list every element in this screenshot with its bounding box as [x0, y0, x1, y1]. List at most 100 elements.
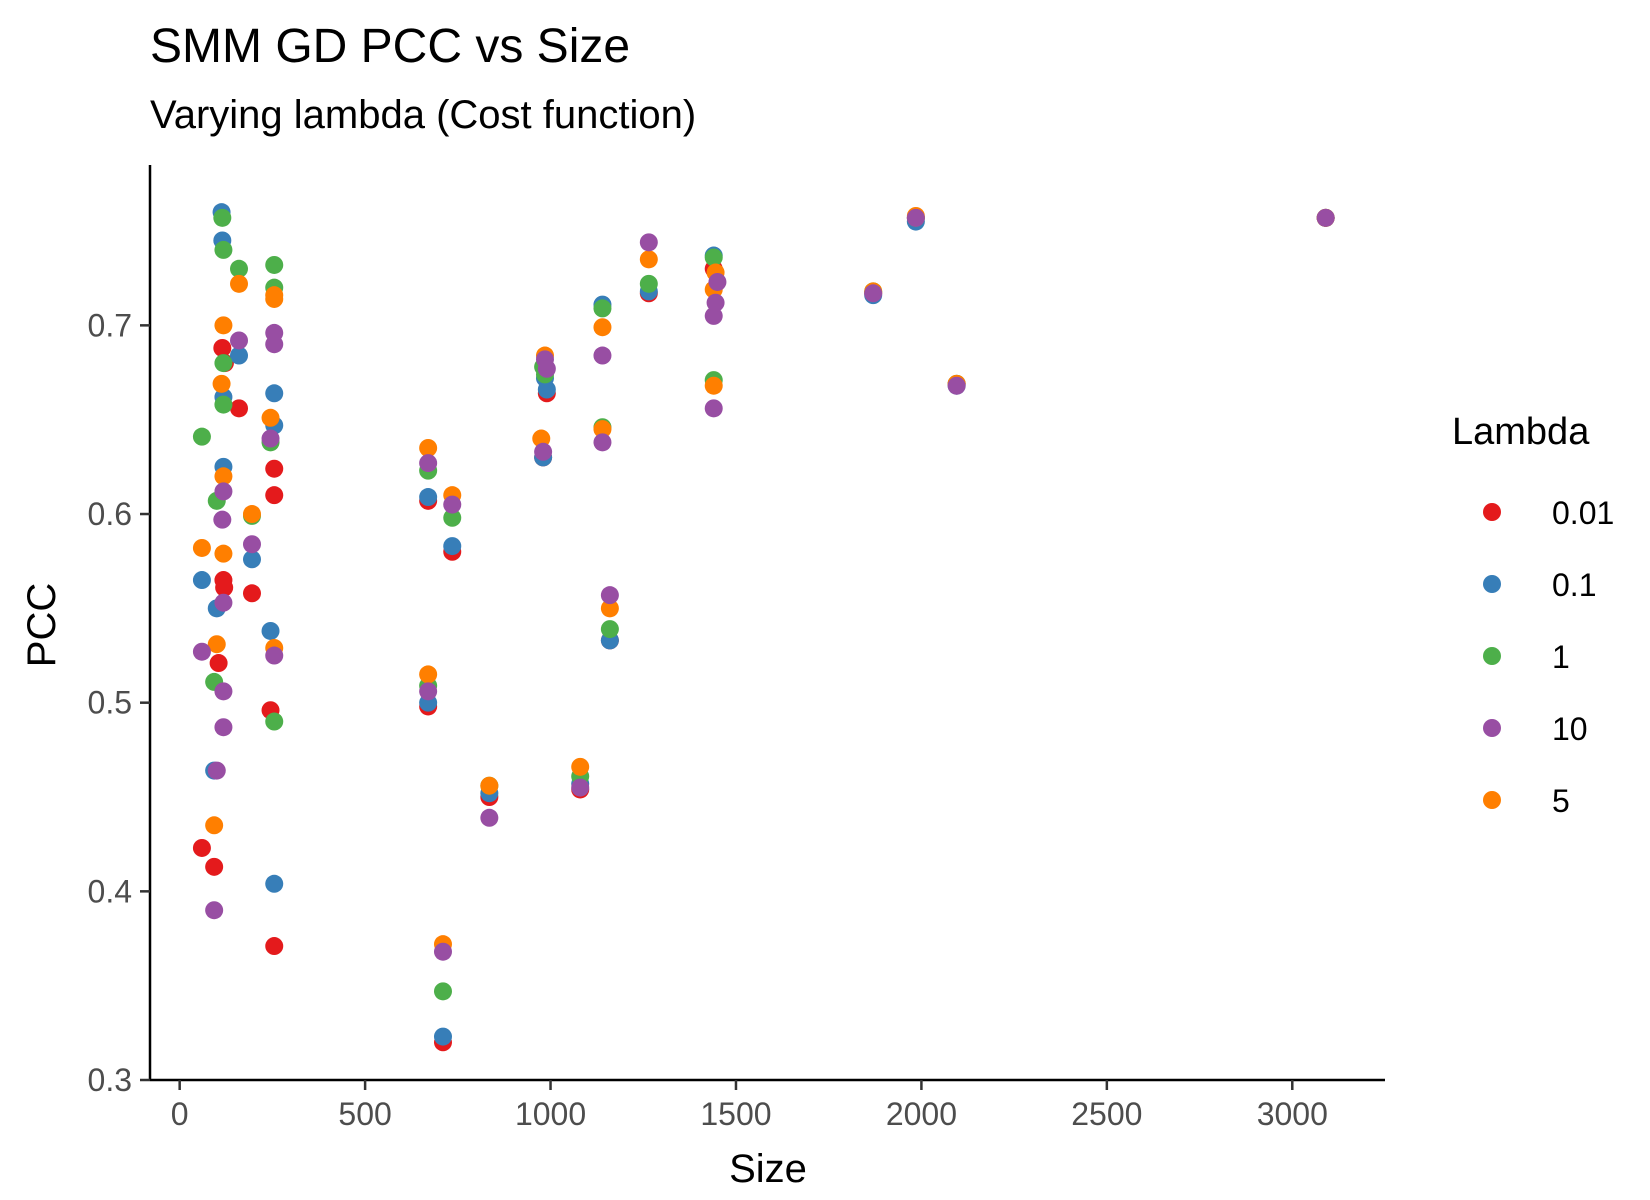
data-point	[213, 510, 232, 529]
data-point	[214, 467, 233, 486]
legend-label: 5	[1552, 783, 1570, 819]
x-axis-ticks: 0 500 1000 1500 2000 2500 3000	[171, 1080, 1328, 1132]
data-point	[443, 537, 462, 556]
data-point	[480, 776, 499, 795]
data-point	[639, 233, 658, 252]
data-point	[205, 901, 224, 920]
legend-item: 0.1	[1483, 567, 1596, 603]
data-point	[706, 293, 725, 312]
data-point	[265, 384, 284, 403]
data-point	[242, 584, 261, 603]
series-1	[192, 208, 1335, 1001]
data-point	[265, 486, 284, 505]
data-point	[534, 442, 553, 461]
data-points	[192, 203, 1335, 1052]
data-point	[265, 289, 284, 308]
data-point	[433, 942, 452, 961]
data-point	[265, 459, 284, 478]
x-tick-label: 1000	[515, 1096, 586, 1132]
data-point	[532, 429, 551, 448]
x-tick-label: 0	[171, 1096, 189, 1132]
series-5	[192, 206, 1335, 954]
data-point	[571, 757, 590, 776]
data-point	[207, 635, 226, 654]
data-point	[571, 778, 590, 797]
data-point	[600, 599, 619, 618]
y-tick-label: 0.4	[88, 873, 132, 909]
legend-item: 10	[1483, 711, 1588, 747]
data-point	[906, 208, 925, 227]
data-point	[209, 654, 228, 673]
data-point	[704, 248, 723, 267]
data-point	[480, 808, 499, 827]
data-point	[704, 376, 723, 395]
legend-items: 0.01 0.1 1 10 5	[1483, 495, 1614, 819]
data-point	[593, 346, 612, 365]
legend-item: 1	[1483, 639, 1570, 675]
data-point	[215, 578, 234, 597]
data-point	[214, 240, 233, 259]
data-point	[214, 316, 233, 335]
data-point	[214, 395, 233, 414]
data-point	[537, 359, 556, 378]
legend-swatch	[1483, 575, 1501, 593]
data-point	[242, 535, 261, 554]
y-tick-label: 0.7	[88, 307, 132, 343]
data-point	[214, 682, 233, 701]
data-point	[265, 255, 284, 274]
legend-swatch	[1483, 791, 1501, 809]
data-point	[192, 538, 211, 557]
data-point	[265, 874, 284, 893]
data-point	[261, 408, 280, 427]
data-point	[1316, 208, 1335, 227]
data-point	[214, 593, 233, 612]
data-point	[704, 306, 723, 325]
data-point	[242, 505, 261, 524]
legend-item: 5	[1483, 783, 1570, 819]
y-axis-ticks: 0.3 0.4 0.5 0.6 0.7	[88, 307, 150, 1098]
legend-swatch	[1483, 503, 1501, 521]
data-point	[419, 454, 438, 473]
y-tick-label: 0.3	[88, 1062, 132, 1098]
data-point	[708, 272, 727, 291]
y-tick-label: 0.5	[88, 685, 132, 721]
x-tick-label: 2500	[1071, 1096, 1142, 1132]
data-point	[214, 718, 233, 737]
data-point	[230, 399, 249, 418]
data-point	[600, 586, 619, 605]
data-point	[230, 274, 249, 293]
data-point	[212, 374, 231, 393]
data-point	[230, 331, 249, 350]
data-point	[593, 433, 612, 452]
data-point	[242, 550, 261, 569]
legend-title: Lambda	[1452, 411, 1590, 453]
y-axis-title: PCC	[20, 583, 64, 667]
data-point	[537, 380, 556, 399]
data-point	[265, 937, 284, 956]
data-point	[205, 857, 224, 876]
data-point	[214, 482, 233, 501]
data-point	[192, 642, 211, 661]
data-point	[265, 335, 284, 354]
x-tick-label: 3000	[1257, 1096, 1328, 1132]
x-axis-title: Size	[729, 1147, 807, 1191]
data-point	[213, 208, 232, 227]
data-point	[214, 544, 233, 563]
legend: Lambda 0.01 0.1 1 10 5	[1452, 411, 1614, 819]
series-0_01	[192, 208, 1335, 1052]
data-point	[433, 1027, 452, 1046]
series-10	[192, 208, 1335, 961]
legend-swatch	[1483, 719, 1501, 737]
data-point	[433, 982, 452, 1001]
data-point	[265, 646, 284, 665]
legend-item: 0.01	[1483, 495, 1614, 531]
legend-label: 10	[1552, 711, 1588, 747]
chart-title: SMM GD PCC vs Size	[150, 20, 630, 73]
data-point	[207, 761, 226, 780]
legend-label: 0.01	[1552, 495, 1614, 531]
data-point	[230, 259, 249, 278]
data-point	[947, 376, 966, 395]
x-tick-label: 500	[338, 1096, 391, 1132]
data-point	[419, 488, 438, 507]
